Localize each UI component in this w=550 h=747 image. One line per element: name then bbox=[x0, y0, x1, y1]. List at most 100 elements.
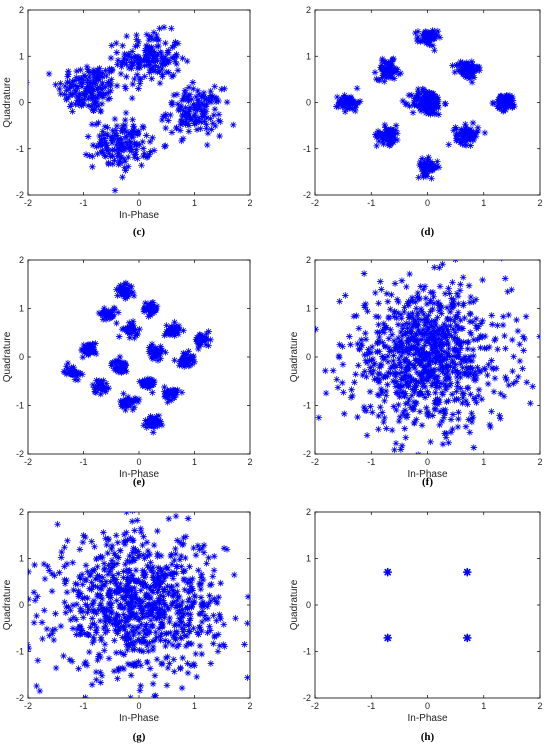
data-point bbox=[139, 56, 147, 64]
data-point bbox=[119, 122, 127, 130]
x-tick-label: 2 bbox=[247, 457, 252, 467]
panel-caption: (g) bbox=[133, 731, 146, 743]
data-point bbox=[428, 36, 435, 44]
data-point bbox=[423, 410, 431, 418]
data-point bbox=[198, 627, 205, 635]
data-point bbox=[394, 345, 402, 353]
data-point bbox=[351, 103, 359, 111]
panel-caption: (e) bbox=[133, 476, 146, 488]
data-point bbox=[146, 639, 153, 647]
data-point bbox=[373, 328, 381, 336]
data-point bbox=[516, 357, 524, 365]
data-point bbox=[121, 125, 129, 133]
data-point bbox=[418, 335, 426, 343]
data-point bbox=[61, 91, 69, 98]
data-point bbox=[99, 69, 106, 77]
data-point bbox=[115, 620, 123, 628]
data-point bbox=[392, 406, 400, 414]
data-point bbox=[111, 626, 119, 634]
data-point bbox=[447, 300, 455, 308]
data-point bbox=[104, 123, 111, 131]
data-point bbox=[100, 560, 108, 567]
data-point bbox=[174, 386, 182, 394]
data-point bbox=[414, 309, 422, 317]
data-point bbox=[366, 403, 374, 410]
data-point bbox=[64, 359, 72, 367]
data-point bbox=[478, 252, 484, 258]
data-point bbox=[199, 101, 207, 109]
data-point bbox=[122, 132, 130, 140]
data-point bbox=[122, 618, 129, 626]
data-point bbox=[371, 375, 378, 383]
data-point bbox=[424, 165, 432, 173]
data-point bbox=[433, 31, 441, 39]
data-point bbox=[90, 92, 98, 100]
data-point bbox=[173, 91, 181, 98]
data-point bbox=[419, 377, 426, 385]
data-point bbox=[147, 33, 155, 41]
data-point bbox=[162, 124, 170, 132]
data-point bbox=[433, 158, 441, 166]
data-point bbox=[223, 98, 231, 106]
data-point bbox=[129, 548, 136, 556]
data-point bbox=[104, 536, 112, 544]
data-point bbox=[392, 372, 399, 380]
data-point bbox=[425, 110, 433, 117]
data-point bbox=[439, 390, 447, 398]
data-point bbox=[456, 369, 464, 377]
data-point bbox=[409, 333, 417, 341]
data-point bbox=[144, 562, 151, 570]
data-point bbox=[74, 625, 82, 633]
data-point bbox=[371, 289, 379, 297]
data-point bbox=[446, 290, 454, 297]
data-point bbox=[102, 310, 109, 317]
data-point bbox=[139, 598, 147, 605]
data-point bbox=[107, 578, 115, 586]
data-point bbox=[98, 100, 106, 108]
data-point bbox=[87, 78, 94, 86]
data-point bbox=[120, 54, 128, 62]
data-point bbox=[453, 373, 461, 381]
data-point bbox=[52, 664, 60, 672]
data-point bbox=[159, 620, 167, 628]
data-point bbox=[108, 542, 116, 550]
data-point bbox=[160, 587, 168, 595]
data-point bbox=[147, 583, 154, 591]
data-point bbox=[383, 567, 393, 577]
data-point bbox=[412, 416, 420, 424]
data-point bbox=[73, 96, 81, 104]
data-point bbox=[97, 577, 105, 585]
data-point bbox=[431, 46, 438, 54]
data-point bbox=[461, 120, 469, 128]
data-point bbox=[140, 306, 148, 314]
data-point bbox=[333, 375, 341, 383]
data-point bbox=[107, 76, 115, 84]
y-tick-label: -2 bbox=[303, 449, 311, 459]
data-point bbox=[431, 334, 439, 342]
data-point bbox=[135, 629, 143, 637]
data-point bbox=[99, 383, 107, 391]
data-point bbox=[197, 585, 205, 593]
data-point bbox=[384, 369, 392, 377]
data-point bbox=[183, 57, 191, 65]
data-point bbox=[157, 566, 165, 574]
data-point bbox=[129, 536, 137, 544]
data-point bbox=[114, 292, 121, 299]
data-point bbox=[151, 636, 159, 644]
data-point bbox=[428, 372, 436, 380]
data-point bbox=[162, 348, 169, 356]
data-point bbox=[79, 538, 87, 546]
data-point bbox=[181, 118, 189, 126]
data-point bbox=[427, 308, 435, 315]
data-point bbox=[366, 388, 374, 396]
data-point bbox=[161, 571, 169, 579]
data-point bbox=[186, 595, 193, 603]
data-point bbox=[340, 102, 348, 110]
data-point bbox=[82, 576, 90, 584]
data-point bbox=[375, 137, 383, 145]
data-point bbox=[474, 363, 481, 371]
data-point bbox=[51, 625, 59, 633]
data-point bbox=[415, 328, 423, 336]
data-point bbox=[184, 604, 192, 611]
